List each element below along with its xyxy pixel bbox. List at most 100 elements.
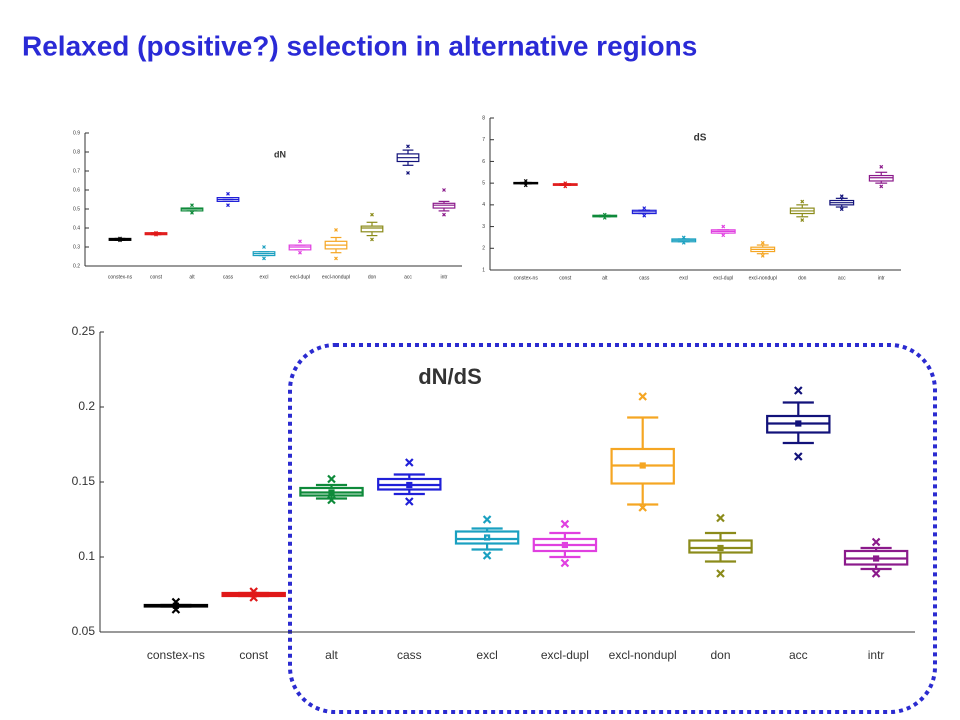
flier	[642, 213, 647, 218]
flier	[327, 474, 336, 484]
flier	[638, 392, 647, 401]
x-tick-label: const	[239, 648, 268, 662]
box	[454, 530, 520, 545]
y-tick-label: 0.9	[73, 130, 80, 136]
mean	[328, 489, 335, 496]
x-tick-label: don	[368, 274, 377, 280]
x-tick-label: const	[559, 275, 572, 281]
x-tick-label: excl	[260, 274, 269, 280]
flier	[794, 386, 803, 395]
flier	[871, 537, 881, 547]
y-tick-label: 0.3	[73, 244, 80, 250]
flier	[190, 203, 194, 208]
flier	[716, 513, 725, 523]
flier	[262, 256, 266, 261]
flier	[681, 240, 686, 245]
y-tick-label: 0.4	[73, 225, 80, 231]
x-tick-label: acc	[404, 274, 412, 280]
flier	[638, 503, 647, 512]
y-tick-label: 7	[482, 137, 485, 143]
flier	[334, 256, 338, 261]
y-tick-label: 0.05	[72, 624, 96, 638]
flier	[370, 237, 374, 242]
flier	[642, 206, 647, 211]
flier	[405, 497, 414, 506]
chart-title: dN	[274, 149, 286, 159]
flier	[171, 605, 181, 614]
flier	[721, 224, 726, 229]
mean	[717, 544, 724, 552]
y-tick-label: 0.7	[73, 168, 80, 174]
flier	[118, 238, 122, 243]
x-tick-label: intr	[441, 274, 448, 280]
flier	[298, 239, 302, 244]
flier	[602, 215, 607, 220]
flier	[482, 515, 492, 524]
x-tick-label: cass	[639, 275, 650, 281]
x-tick-label: intr	[868, 648, 885, 662]
x-tick-label: excl	[679, 275, 688, 281]
flier	[370, 212, 374, 217]
y-tick-label: 0.5	[73, 206, 80, 212]
flier	[406, 170, 410, 175]
x-tick-label: cass	[397, 648, 422, 662]
mean	[561, 541, 569, 549]
x-tick-label: constex-ns	[147, 648, 205, 662]
x-tick-label: alt	[325, 648, 338, 662]
mean	[795, 420, 802, 427]
x-tick-label: cass	[223, 274, 234, 280]
flier	[482, 551, 492, 560]
x-tick-label: excl-nondupl	[609, 648, 677, 662]
flier	[523, 179, 528, 183]
y-tick-label: 8	[482, 115, 485, 121]
flier	[523, 183, 528, 188]
mean	[484, 534, 491, 541]
flier	[442, 188, 446, 192]
flier	[839, 194, 844, 199]
mean	[872, 555, 880, 562]
flier	[298, 250, 302, 255]
x-tick-label: don	[798, 275, 807, 281]
flier	[560, 519, 570, 529]
flier	[760, 253, 765, 258]
x-tick-label: acc	[838, 275, 846, 281]
flier	[602, 212, 607, 217]
flier	[171, 597, 181, 607]
highlight-frame	[288, 343, 937, 714]
y-tick-label: 0.6	[73, 187, 80, 193]
flier	[871, 569, 881, 578]
x-tick-label: intr	[878, 275, 885, 281]
y-tick-label: 4	[482, 202, 485, 208]
y-tick-label: 2	[482, 246, 485, 252]
mean	[406, 481, 413, 489]
x-tick-label: excl-nondupl	[322, 274, 350, 280]
flier	[560, 558, 570, 568]
mean	[172, 602, 179, 609]
y-tick-label: 5	[482, 180, 485, 186]
y-tick-label: 0.8	[73, 149, 80, 155]
y-tick-label: 0.2	[73, 263, 80, 269]
x-tick-label: excl	[476, 648, 497, 662]
chart-title: dS	[694, 133, 707, 144]
flier	[442, 212, 446, 217]
y-tick-label: 6	[482, 159, 485, 165]
x-tick-label: excl-nondupl	[749, 275, 777, 281]
flier	[794, 452, 803, 461]
chart-title: dN/dS	[418, 364, 482, 389]
flier	[879, 184, 884, 189]
x-tick-label: alt	[189, 274, 195, 280]
flier	[262, 245, 266, 249]
flier	[716, 569, 725, 578]
flier	[249, 593, 258, 602]
box	[688, 539, 753, 554]
mean	[639, 462, 646, 469]
flier	[190, 210, 194, 215]
y-tick-label: 0.15	[72, 474, 96, 488]
y-tick-label: 0.1	[78, 549, 95, 563]
flier	[334, 227, 338, 232]
flier	[226, 203, 230, 208]
flier	[405, 458, 414, 467]
flier	[681, 235, 686, 240]
flier	[879, 164, 884, 169]
